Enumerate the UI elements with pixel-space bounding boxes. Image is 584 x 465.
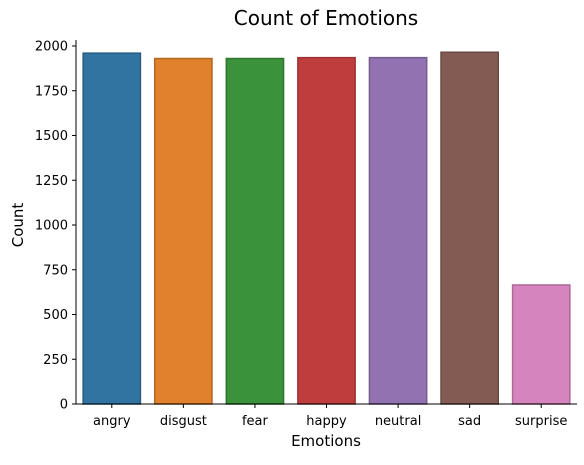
bar-surprise [511, 284, 571, 405]
bar-fear [225, 57, 285, 405]
y-tick-label: 2000 [35, 40, 68, 55]
x-tick-label-fear: fear [242, 414, 269, 429]
y-axis: 0 250 500 750 1000 1250 1500 1750 2000 [35, 40, 77, 413]
y-tick-label: 1500 [35, 129, 68, 144]
y-tick-label: 250 [43, 353, 68, 368]
x-tick-label-neutral: neutral [375, 414, 422, 429]
bar-neutral [368, 56, 428, 405]
y-tick-label: 1250 [35, 174, 68, 189]
x-tick-label-disgust: disgust [160, 414, 207, 429]
x-tick-label-surprise: surprise [515, 414, 567, 429]
bar-sad [440, 51, 500, 405]
bars-group [82, 51, 571, 405]
bar-angry [82, 52, 142, 405]
bar-disgust [153, 57, 213, 405]
y-tick-label: 750 [43, 263, 68, 278]
y-tick-label: 1000 [35, 219, 68, 234]
y-axis-title: Count [9, 203, 27, 248]
chart-title: Count of Emotions [234, 6, 418, 30]
y-tick-label: 0 [60, 398, 68, 413]
y-tick-label: 1750 [35, 84, 68, 99]
x-axis: angry disgust fear happy neutral sad surprise [76, 403, 577, 429]
x-tick-label-happy: happy [306, 414, 347, 429]
bar-happy [297, 56, 356, 405]
x-tick-label-angry: angry [93, 414, 131, 429]
y-tick-label: 500 [43, 308, 68, 323]
x-tick-label-sad: sad [458, 414, 481, 429]
x-axis-title: Emotions [291, 432, 361, 450]
